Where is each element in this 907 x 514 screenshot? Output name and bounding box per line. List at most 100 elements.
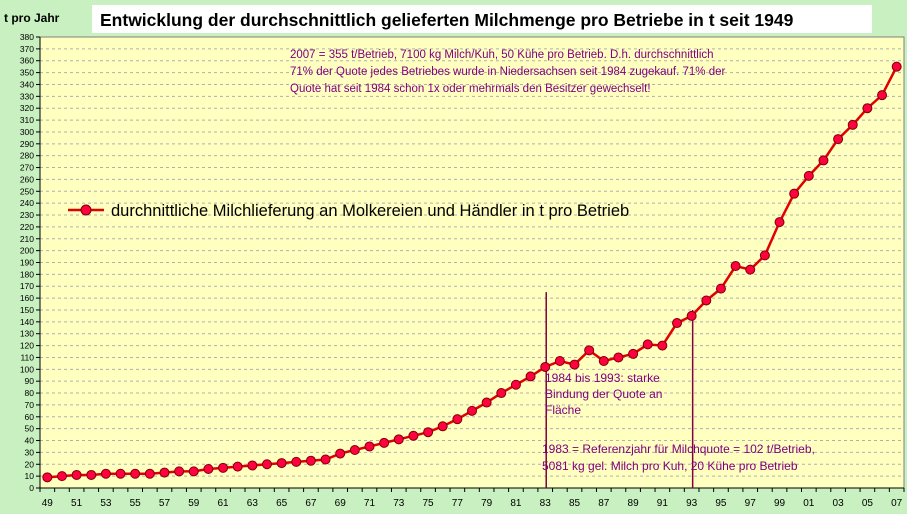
data-point bbox=[642, 339, 653, 350]
legend-label: durchnittliche Milchlieferung an Molkere… bbox=[111, 202, 629, 220]
y-tick-label: 100 bbox=[20, 364, 34, 374]
x-tick-label: 65 bbox=[276, 498, 288, 509]
y-tick-label: 290 bbox=[20, 139, 34, 149]
y-tick-label: 320 bbox=[20, 103, 34, 113]
data-point bbox=[100, 468, 111, 479]
y-tick-label: 120 bbox=[20, 341, 34, 351]
data-point bbox=[847, 119, 858, 130]
data-point bbox=[598, 356, 609, 367]
data-point bbox=[71, 469, 82, 480]
quota-binding-annotation-line: 1984 bis 1993: starke bbox=[545, 371, 660, 385]
data-point bbox=[364, 441, 375, 452]
data-point bbox=[379, 437, 390, 448]
data-point bbox=[789, 188, 800, 199]
data-point bbox=[42, 472, 53, 483]
data-point bbox=[393, 434, 404, 445]
x-tick-label: 71 bbox=[364, 498, 376, 509]
x-tick-label: 03 bbox=[833, 498, 845, 509]
y-tick-label: 170 bbox=[20, 281, 34, 291]
y-tick-label: 340 bbox=[20, 79, 34, 89]
quota-binding-annotation-line: Bindung der Quote an bbox=[545, 387, 662, 401]
data-point bbox=[423, 427, 434, 438]
x-tick-label: 49 bbox=[42, 498, 54, 509]
x-tick-label: 77 bbox=[452, 498, 464, 509]
reference-year-annotation-line: 1983 = Referenzjahr für Milchquote = 102… bbox=[542, 442, 815, 456]
data-point bbox=[349, 445, 360, 456]
y-tick-label: 310 bbox=[20, 115, 34, 125]
top-annotation-line: 71% der Quote jedes Betriebes wurde in N… bbox=[290, 66, 726, 78]
x-tick-label: 73 bbox=[393, 498, 405, 509]
y-tick-label: 360 bbox=[20, 56, 34, 66]
data-point bbox=[56, 471, 67, 482]
x-tick-label: 57 bbox=[159, 498, 171, 509]
y-tick-label: 240 bbox=[20, 198, 34, 208]
data-point bbox=[496, 388, 507, 399]
top-annotation-line: Quote hat seit 1984 schon 1x oder mehrma… bbox=[290, 83, 651, 95]
data-point bbox=[408, 430, 419, 441]
x-tick-label: 63 bbox=[247, 498, 259, 509]
y-tick-label: 160 bbox=[20, 293, 34, 303]
plot-area: 0102030405060708090100110120130140150160… bbox=[20, 32, 905, 509]
data-point bbox=[877, 90, 888, 101]
x-tick-label: 85 bbox=[569, 498, 581, 509]
data-point bbox=[774, 217, 785, 228]
x-tick-label: 97 bbox=[745, 498, 757, 509]
data-point bbox=[803, 170, 814, 181]
data-point bbox=[261, 459, 272, 470]
data-point bbox=[452, 414, 463, 425]
data-point bbox=[569, 359, 580, 370]
data-point bbox=[481, 397, 492, 408]
data-point bbox=[86, 469, 97, 480]
data-point bbox=[276, 458, 287, 469]
x-tick-label: 69 bbox=[335, 498, 347, 509]
data-point bbox=[701, 295, 712, 306]
data-point bbox=[715, 283, 726, 294]
y-tick-label: 70 bbox=[25, 400, 35, 410]
x-tick-label: 99 bbox=[774, 498, 786, 509]
x-tick-label: 61 bbox=[217, 498, 229, 509]
data-point bbox=[188, 466, 199, 477]
y-tick-label: 0 bbox=[29, 483, 34, 493]
data-point bbox=[510, 379, 521, 390]
y-tick-label: 370 bbox=[20, 44, 34, 54]
data-point bbox=[628, 348, 639, 359]
y-tick-label: 220 bbox=[20, 222, 34, 232]
x-tick-label: 67 bbox=[305, 498, 317, 509]
y-tick-label: 10 bbox=[25, 471, 35, 481]
y-tick-label: 50 bbox=[25, 424, 35, 434]
y-tick-label: 250 bbox=[20, 186, 34, 196]
x-tick-label: 91 bbox=[657, 498, 669, 509]
data-point bbox=[247, 460, 258, 471]
data-point bbox=[159, 467, 170, 478]
y-tick-label: 300 bbox=[20, 127, 34, 137]
y-tick-label: 350 bbox=[20, 68, 34, 78]
x-tick-label: 83 bbox=[540, 498, 552, 509]
y-tick-label: 280 bbox=[20, 151, 34, 161]
data-point bbox=[862, 103, 873, 114]
data-point bbox=[335, 448, 346, 459]
data-point bbox=[174, 466, 185, 477]
data-point bbox=[613, 352, 624, 363]
y-tick-label: 330 bbox=[20, 91, 34, 101]
data-point bbox=[130, 468, 141, 479]
data-point bbox=[657, 340, 668, 351]
y-tick-label: 130 bbox=[20, 329, 34, 339]
y-tick-label: 260 bbox=[20, 174, 34, 184]
y-tick-label: 30 bbox=[25, 447, 35, 457]
data-point bbox=[554, 356, 565, 367]
y-tick-label: 180 bbox=[20, 269, 34, 279]
y-tick-label: 380 bbox=[20, 32, 34, 42]
data-point bbox=[291, 456, 302, 467]
chart-title: Entwicklung der durchschnittlich geliefe… bbox=[100, 10, 794, 30]
x-tick-label: 75 bbox=[423, 498, 435, 509]
y-tick-label: 110 bbox=[20, 352, 34, 362]
data-point bbox=[833, 134, 844, 145]
x-tick-label: 53 bbox=[100, 498, 112, 509]
x-tick-label: 01 bbox=[803, 498, 815, 509]
legend-marker bbox=[80, 204, 92, 216]
data-point bbox=[584, 345, 595, 356]
data-point bbox=[232, 461, 243, 472]
data-point bbox=[891, 61, 902, 72]
x-tick-label: 55 bbox=[130, 498, 142, 509]
